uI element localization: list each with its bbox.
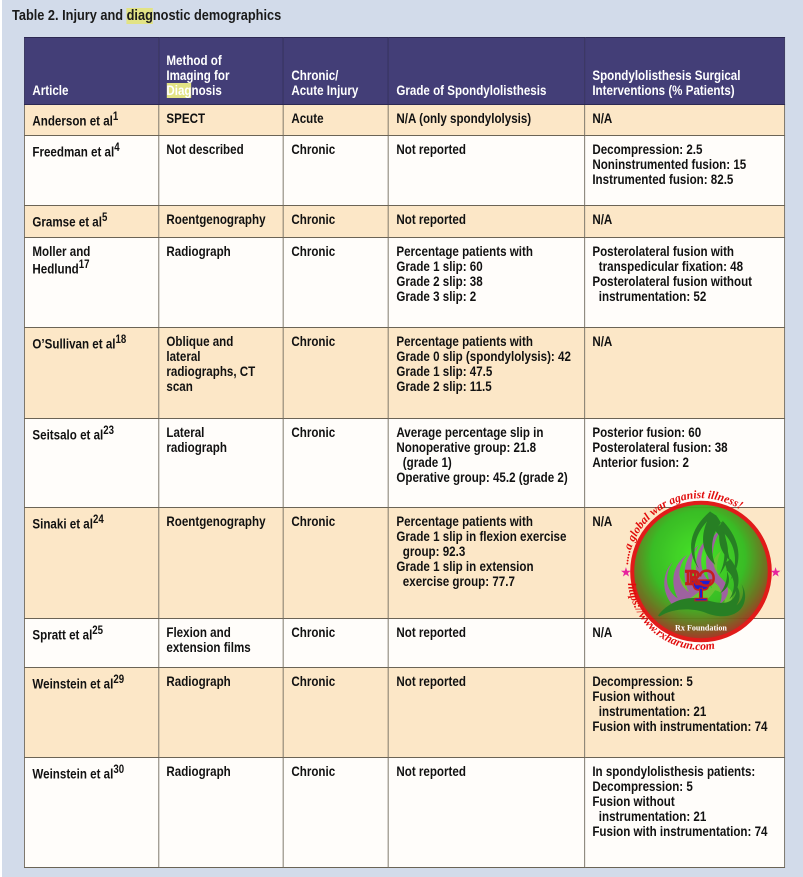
svg-text:R: R <box>686 567 701 589</box>
svg-text:Rx Foundation: Rx Foundation <box>675 624 727 633</box>
svg-text:★: ★ <box>620 565 632 580</box>
svg-text:★: ★ <box>770 565 782 580</box>
